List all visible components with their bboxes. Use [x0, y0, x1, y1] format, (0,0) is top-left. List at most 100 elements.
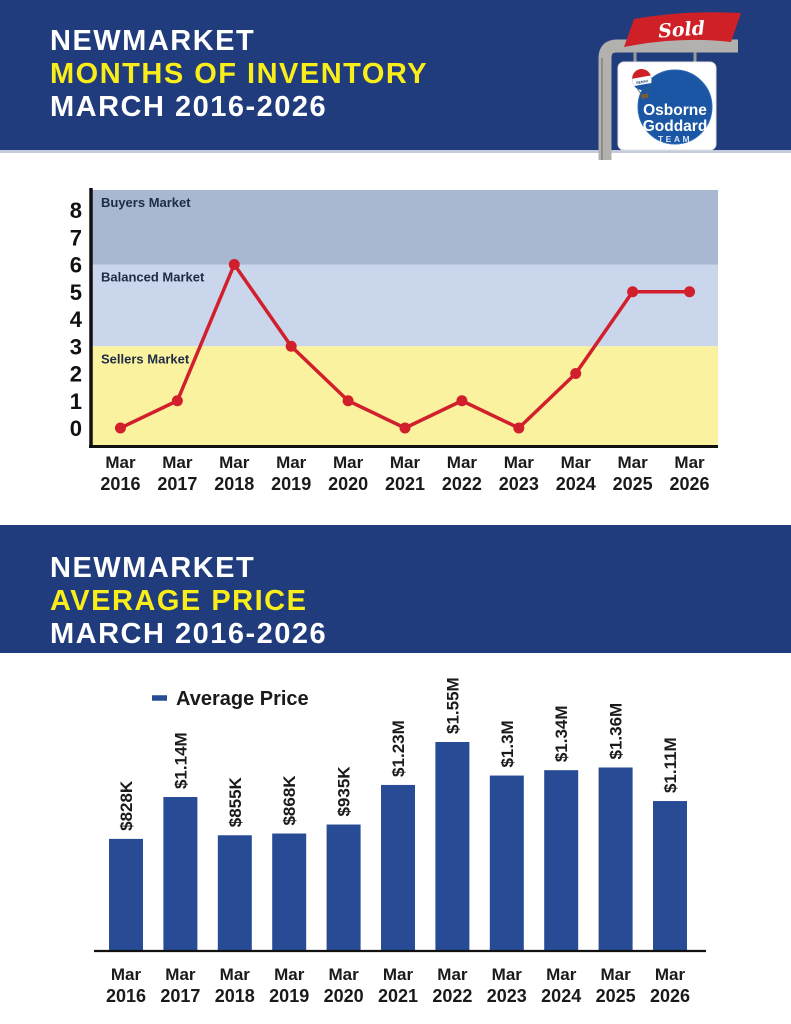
data-point	[456, 395, 468, 407]
x-tick-year-label: 2022	[432, 986, 472, 1006]
inventory-header-range: MARCH 2016-2026	[50, 91, 328, 123]
x-tick-year-label: 2026	[670, 474, 710, 494]
x-tick-year-label: 2026	[650, 986, 690, 1006]
x-tick-month-label: Mar	[219, 453, 250, 472]
inventory-line-chart: Buyers Market Balanced Market Sellers Mark…	[70, 188, 718, 494]
data-point	[114, 422, 126, 434]
data-point	[342, 395, 354, 407]
bar-value-label: $1.11M	[661, 737, 680, 793]
y-tick-label: 7	[70, 225, 82, 250]
x-tick-month-label: Mar	[390, 453, 421, 472]
x-tick-month-label: Mar	[162, 453, 193, 472]
x-tick-month-label: Mar	[274, 965, 305, 984]
bar	[489, 775, 524, 950]
bar	[163, 797, 198, 950]
x-tick-month-label: Mar	[383, 965, 414, 984]
team-name-line2: Goddard	[643, 118, 708, 135]
x-tick-month-label: Mar	[674, 453, 705, 472]
bar	[598, 767, 633, 950]
data-point	[285, 340, 297, 352]
data-point	[399, 422, 411, 434]
bar-value-label: $855K	[226, 776, 245, 827]
bar	[326, 824, 361, 950]
bar-value-label: $1.3M	[498, 720, 517, 767]
x-tick-year-label: 2019	[271, 474, 311, 494]
inventory-header-title: MONTHS OF INVENTORY	[50, 58, 429, 90]
market-band-label: Balanced Market	[101, 270, 205, 285]
y-tick-label: 5	[70, 280, 82, 305]
remax-balloon-icon: REMAX	[632, 69, 652, 99]
price-header-title: AVERAGE PRICE	[50, 585, 308, 617]
bar-value-label: $868K	[280, 775, 299, 826]
x-tick-year-label: 2022	[442, 474, 482, 494]
sign-post	[598, 39, 738, 160]
data-point	[684, 286, 696, 298]
bar	[544, 770, 579, 950]
market-band-label: Sellers Market	[101, 351, 190, 366]
bar-value-label: $828K	[117, 780, 136, 831]
y-tick-label: 1	[70, 389, 82, 414]
market-band	[92, 190, 718, 265]
team-sign-circle	[637, 69, 713, 145]
x-tick-year-label: 2021	[385, 474, 425, 494]
team-name-line3: TEAM	[658, 134, 692, 144]
bar	[653, 801, 687, 950]
x-tick-month-label: Mar	[492, 965, 523, 984]
x-tick-month-label: Mar	[328, 965, 359, 984]
data-point	[228, 259, 240, 270]
x-tick-month-label: Mar	[447, 453, 478, 472]
x-tick-year-label: 2024	[556, 474, 596, 494]
x-tick-year-label: 2018	[215, 986, 255, 1006]
x-tick-year-label: 2017	[157, 474, 197, 494]
bar	[381, 784, 415, 950]
bar-value-label: $935K	[335, 766, 354, 817]
data-point	[627, 286, 639, 298]
x-tick-month-label: Mar	[655, 965, 686, 984]
x-tick-year-label: 2025	[596, 986, 636, 1006]
bar-value-label: $1.23M	[389, 720, 408, 777]
y-tick-label: 2	[70, 362, 82, 387]
x-tick-month-label: Mar	[165, 965, 196, 984]
balloon-brand-label: REMAX	[636, 79, 649, 85]
x-tick-month-label: Mar	[111, 965, 142, 984]
price-header-range: MARCH 2016-2026	[50, 618, 328, 650]
osborne-goddard-logo: Sold REMAX Osborne Goddard TEAM	[598, 12, 741, 160]
x-tick-month-label: Mar	[618, 453, 649, 472]
x-tick-month-label: Mar	[105, 453, 136, 472]
x-tick-month-label: Mar	[276, 453, 307, 472]
x-tick-year-label: 2021	[378, 986, 418, 1006]
x-tick-year-label: 2020	[328, 474, 368, 494]
bar	[272, 833, 307, 950]
average-price-bar-chart: Average Price $828K $1.14M $855K $868K $935K $…	[94, 677, 706, 1006]
x-tick-month-label: Mar	[546, 965, 577, 984]
x-tick-year-label: 2016	[106, 986, 146, 1006]
x-tick-year-label: 2024	[541, 986, 581, 1006]
x-tick-year-label: 2017	[160, 986, 200, 1006]
market-band	[92, 264, 718, 347]
y-tick-label: 6	[70, 253, 82, 278]
x-tick-month-label: Mar	[333, 453, 364, 472]
y-tick-label: 0	[70, 416, 82, 441]
inventory-header-city: NEWMARKET	[50, 25, 256, 57]
market-band-label: Buyers Market	[101, 195, 191, 210]
x-tick-month-label: Mar	[504, 453, 535, 472]
team-name-line1: Osborne	[643, 102, 707, 119]
sold-flag-label: Sold	[657, 17, 705, 42]
x-tick-year-label: 2025	[613, 474, 653, 494]
bar-value-label: $1.55M	[443, 677, 462, 734]
bar	[435, 742, 470, 950]
x-tick-year-label: 2018	[214, 474, 254, 494]
bar-value-label: $1.36M	[607, 703, 626, 760]
y-tick-label: 8	[70, 198, 82, 223]
bar-value-label: $1.34M	[552, 705, 571, 762]
data-point	[513, 422, 525, 434]
bar-value-label: $1.14M	[171, 732, 190, 789]
x-tick-month-label: Mar	[220, 965, 251, 984]
inventory-header: NEWMARKET MONTHS OF INVENTORY MARCH 2016…	[0, 0, 791, 160]
x-tick-month-label: Mar	[600, 965, 631, 984]
legend-label: Average Price	[176, 688, 309, 710]
data-point	[570, 368, 582, 379]
sold-flag	[624, 12, 741, 47]
data-point	[171, 395, 183, 407]
x-tick-year-label: 2016	[100, 474, 140, 494]
